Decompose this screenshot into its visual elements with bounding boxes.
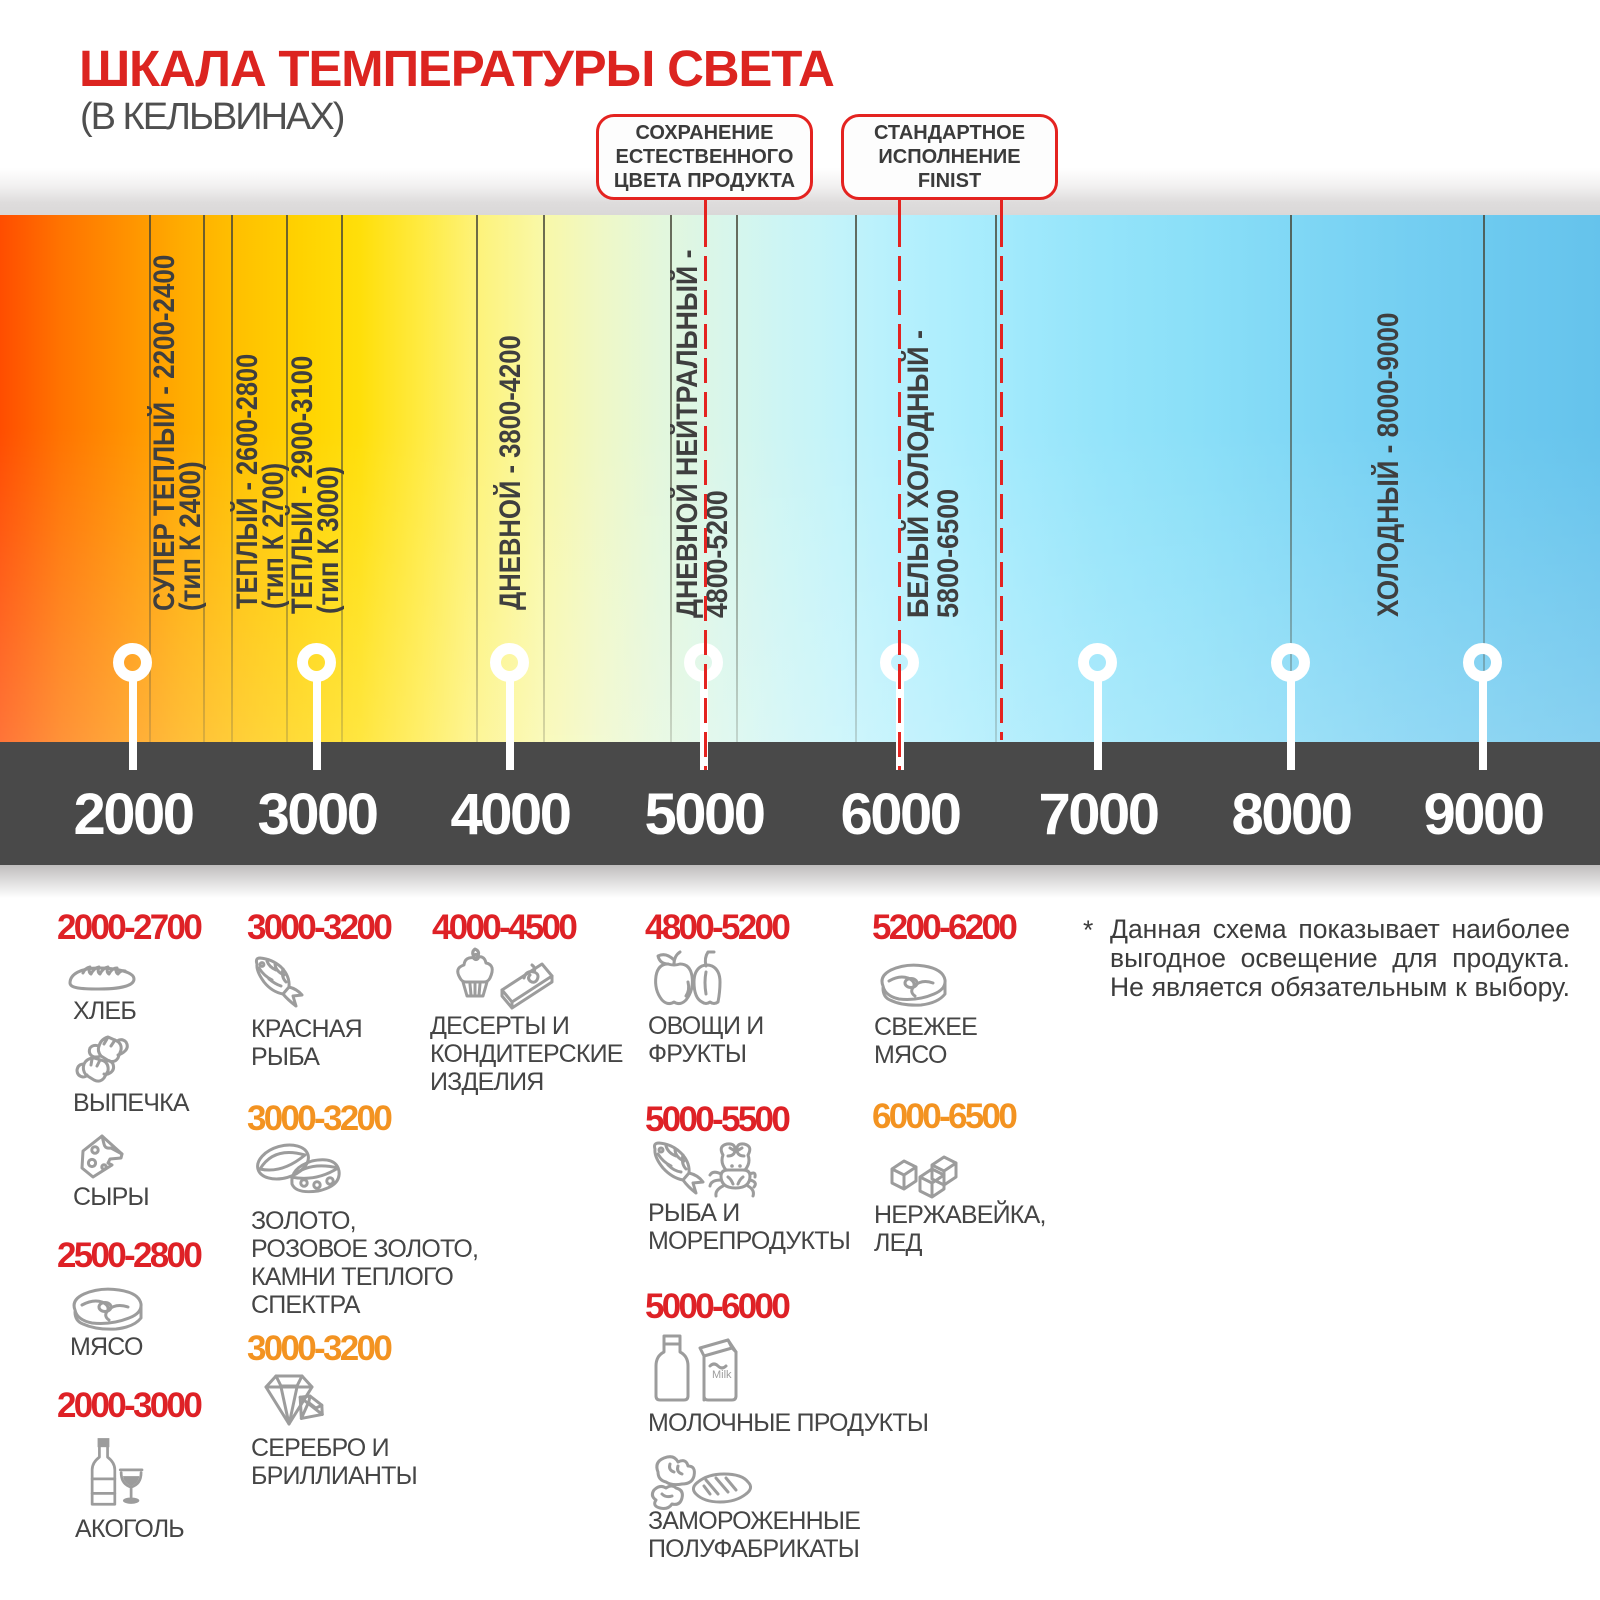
svg-text:Milk: Milk	[712, 1369, 732, 1381]
